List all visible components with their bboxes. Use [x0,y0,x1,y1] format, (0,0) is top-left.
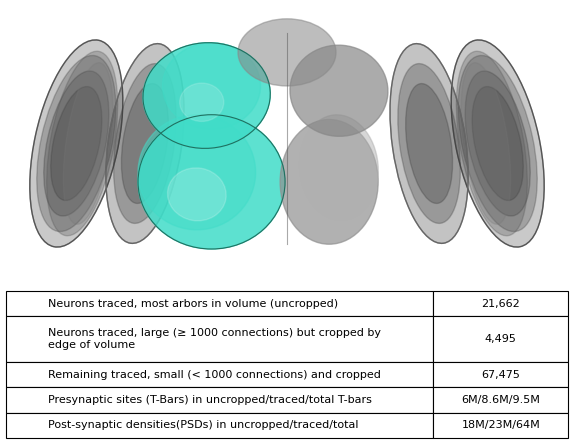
Ellipse shape [456,51,528,236]
Ellipse shape [290,45,388,136]
Ellipse shape [122,84,168,203]
Ellipse shape [63,63,113,224]
Ellipse shape [143,43,270,149]
Ellipse shape [162,43,261,129]
Ellipse shape [458,56,537,232]
Ellipse shape [472,87,523,201]
Ellipse shape [280,119,378,244]
Ellipse shape [37,56,116,232]
Ellipse shape [106,44,184,244]
Ellipse shape [406,84,452,203]
Ellipse shape [465,71,530,216]
Ellipse shape [138,115,285,249]
Ellipse shape [238,19,336,86]
Ellipse shape [398,64,460,223]
Ellipse shape [168,168,226,221]
Ellipse shape [44,71,109,216]
Ellipse shape [46,51,118,236]
Ellipse shape [114,64,176,223]
Ellipse shape [451,40,544,247]
Ellipse shape [300,115,378,220]
Ellipse shape [51,87,102,201]
Ellipse shape [138,115,255,230]
Ellipse shape [30,40,123,247]
Ellipse shape [390,44,468,244]
Ellipse shape [180,83,224,122]
Ellipse shape [461,63,511,224]
